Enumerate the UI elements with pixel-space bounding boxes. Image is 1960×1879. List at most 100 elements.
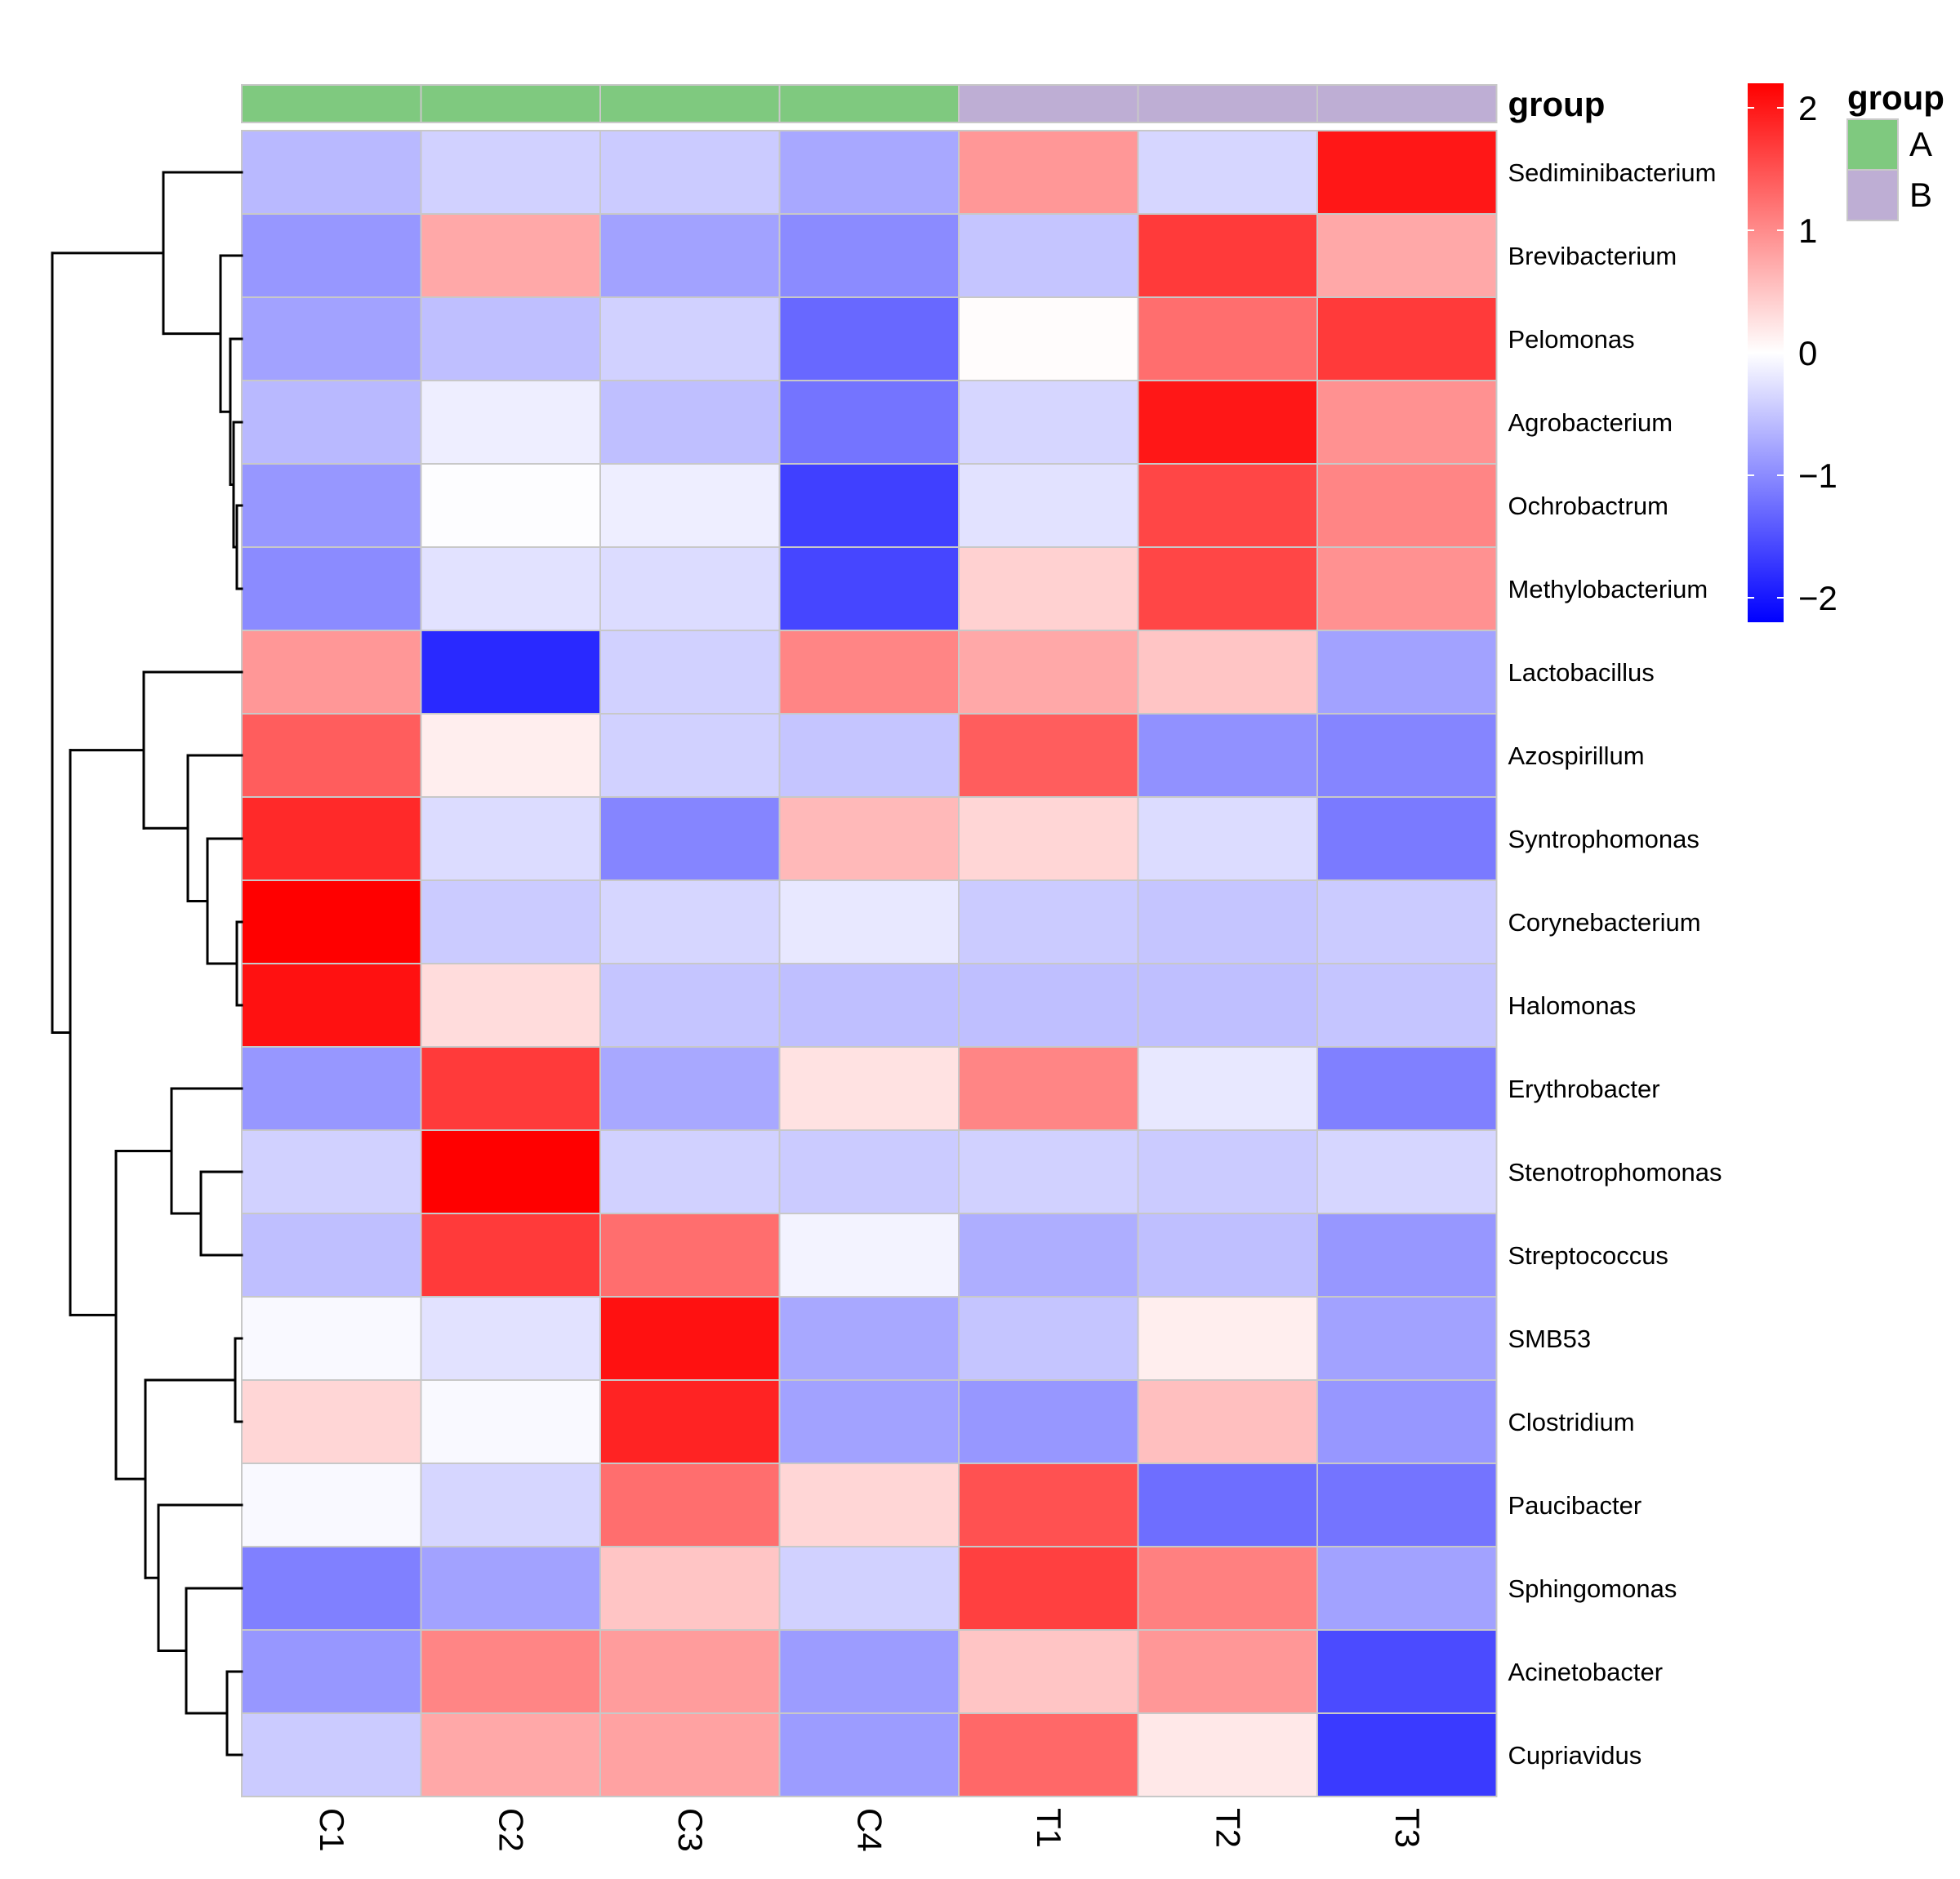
heatmap-cell bbox=[958, 463, 1139, 548]
heatmap-cell bbox=[1316, 1046, 1498, 1131]
column-label: C1 bbox=[313, 1808, 351, 1852]
heatmap-cell bbox=[1316, 796, 1498, 881]
heatmap-cell bbox=[1137, 1379, 1318, 1464]
heatmap-cell bbox=[599, 879, 781, 964]
row-label: Erythrobacter bbox=[1508, 1075, 1660, 1103]
heatmap-cell bbox=[241, 1296, 422, 1381]
heatmap-cell bbox=[1316, 879, 1498, 964]
heatmap-cell bbox=[599, 1296, 781, 1381]
group-annotation-cell bbox=[778, 84, 960, 123]
heatmap-cell bbox=[599, 213, 781, 298]
heatmap-cell bbox=[599, 1629, 781, 1714]
heatmap-cell bbox=[778, 1629, 960, 1714]
heatmap-cell bbox=[420, 463, 601, 548]
column-label: C3 bbox=[671, 1808, 710, 1852]
heatmap-cell bbox=[420, 1629, 601, 1714]
row-label: SMB53 bbox=[1508, 1325, 1592, 1353]
heatmap-cell bbox=[420, 630, 601, 715]
heatmap-cell bbox=[958, 713, 1139, 798]
heatmap-cell bbox=[1137, 1463, 1318, 1547]
heatmap-cell bbox=[958, 380, 1139, 465]
heatmap-cell bbox=[599, 1463, 781, 1547]
heatmap-cell bbox=[1137, 796, 1318, 881]
heatmap-cell bbox=[778, 380, 960, 465]
row-label: Lactobacillus bbox=[1508, 658, 1655, 687]
group-annotation-label: group bbox=[1508, 85, 1606, 123]
heatmap-cell bbox=[778, 1463, 960, 1547]
heatmap-cell bbox=[958, 1712, 1139, 1797]
heatmap-cell bbox=[1316, 1546, 1498, 1631]
heatmap-cell bbox=[958, 130, 1139, 215]
heatmap-cell bbox=[420, 380, 601, 465]
heatmap-cell bbox=[599, 1712, 781, 1797]
heatmap-cell bbox=[1137, 380, 1318, 465]
heatmap-cell bbox=[1137, 1213, 1318, 1298]
heatmap-cell bbox=[1137, 1629, 1318, 1714]
heatmap-cell bbox=[1316, 380, 1498, 465]
row-label: Azospirillum bbox=[1508, 741, 1645, 770]
heatmap-cell bbox=[599, 1379, 781, 1464]
heatmap-cell bbox=[1316, 1213, 1498, 1298]
row-label: Syntrophomonas bbox=[1508, 825, 1699, 853]
row-label: Acinetobacter bbox=[1508, 1658, 1664, 1686]
column-label: C2 bbox=[492, 1808, 530, 1852]
heatmap-cell bbox=[599, 1546, 781, 1631]
heatmap-cell bbox=[1137, 463, 1318, 548]
heatmap-cell bbox=[958, 1463, 1139, 1547]
heatmap-cell bbox=[241, 1712, 422, 1797]
heatmap-cell bbox=[1316, 630, 1498, 715]
heatmap-cell bbox=[778, 1046, 960, 1131]
group-annotation-cell bbox=[1137, 84, 1318, 123]
row-label: Stenotrophomonas bbox=[1508, 1158, 1722, 1187]
colorbar-tick-label: 1 bbox=[1798, 211, 1817, 250]
heatmap-cell bbox=[420, 546, 601, 631]
heatmap-cell bbox=[958, 1379, 1139, 1464]
heatmap-cell bbox=[420, 1379, 601, 1464]
group-legend-swatch bbox=[1846, 118, 1899, 171]
heatmap-cell bbox=[599, 713, 781, 798]
row-label: Paucibacter bbox=[1508, 1491, 1642, 1520]
heatmap-cell bbox=[241, 630, 422, 715]
row-label: Streptococcus bbox=[1508, 1241, 1668, 1270]
column-label: T2 bbox=[1209, 1808, 1247, 1848]
heatmap-cell bbox=[1316, 963, 1498, 1048]
colorbar-tick-label: −2 bbox=[1798, 579, 1838, 617]
row-label: Pelomonas bbox=[1508, 325, 1635, 354]
heatmap-cell bbox=[1137, 546, 1318, 631]
heatmap-cell bbox=[958, 1629, 1139, 1714]
heatmap-cell bbox=[958, 1296, 1139, 1381]
heatmap-cell bbox=[958, 1046, 1139, 1131]
heatmap-cell bbox=[958, 963, 1139, 1048]
heatmap-cell bbox=[958, 1129, 1139, 1214]
heatmap-cell bbox=[599, 380, 781, 465]
row-label: Brevibacterium bbox=[1508, 242, 1677, 270]
heatmap-cell bbox=[599, 1046, 781, 1131]
heatmap-cell bbox=[778, 713, 960, 798]
heatmap-cell bbox=[420, 879, 601, 964]
heatmap-cell bbox=[1316, 1129, 1498, 1214]
heatmap-cell bbox=[1137, 1046, 1318, 1131]
heatmap-cell bbox=[778, 879, 960, 964]
heatmap-cell bbox=[241, 1046, 422, 1131]
row-label: Agrobacterium bbox=[1508, 408, 1673, 437]
heatmap-cell bbox=[958, 630, 1139, 715]
heatmap-cell bbox=[420, 1046, 601, 1131]
heatmap-cell bbox=[241, 380, 422, 465]
column-label: C4 bbox=[850, 1808, 889, 1852]
group-annotation-cell bbox=[420, 84, 601, 123]
heatmap-cell bbox=[778, 296, 960, 381]
heatmap-cell bbox=[1137, 296, 1318, 381]
heatmap-cell bbox=[1316, 713, 1498, 798]
column-label: T3 bbox=[1388, 1808, 1427, 1848]
heatmap-cell bbox=[241, 1379, 422, 1464]
heatmap-cell bbox=[420, 713, 601, 798]
heatmap-cell bbox=[778, 1213, 960, 1298]
heatmap-cell bbox=[241, 296, 422, 381]
heatmap-cell bbox=[958, 213, 1139, 298]
heatmap-cell bbox=[241, 1629, 422, 1714]
heatmap-cell bbox=[241, 546, 422, 631]
heatmap-cell bbox=[241, 879, 422, 964]
heatmap-cell bbox=[1137, 630, 1318, 715]
heatmap-cell bbox=[420, 796, 601, 881]
